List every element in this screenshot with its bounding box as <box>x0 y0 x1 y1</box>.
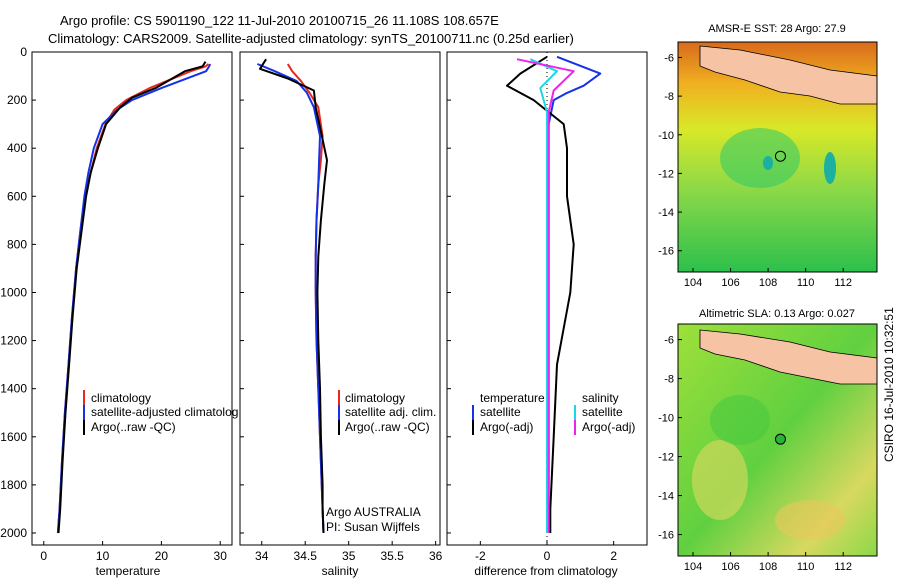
map-ytick-label: -12 <box>658 452 674 464</box>
xtick-label: 35.5 <box>380 549 404 563</box>
legend-label-argo: Argo(..raw -QC) <box>345 420 430 434</box>
sst-cool-spot <box>763 156 773 170</box>
map-ytick-label: -6 <box>664 335 674 347</box>
xtick-label: -2 <box>475 549 486 563</box>
legend-label-climatology: climatology <box>91 391 151 405</box>
sst-cool-patch <box>720 128 800 188</box>
argo-location-marker <box>774 433 786 445</box>
temperature-legend: climatology satellite-adjusted climatolo… <box>83 390 238 435</box>
map-xtick-label: 108 <box>759 277 777 289</box>
difference-xlabel: difference from climatology <box>474 564 617 578</box>
ytick-label: 1800 <box>0 478 27 492</box>
xtick-label: 20 <box>155 549 169 563</box>
legend-label-argo: Argo(..raw -QC) <box>91 420 176 434</box>
xtick-label: 34.5 <box>294 549 318 563</box>
ytick-label: 800 <box>7 237 27 251</box>
xtick-label: 0 <box>544 549 551 563</box>
legend-header-temperature: temperature <box>480 391 545 405</box>
map-xtick-label: 104 <box>684 277 702 289</box>
series-line-climatology <box>56 63 210 534</box>
legend-label-temp-satellite: satellite <box>480 405 521 419</box>
legend-label-temp-argo: Argo(-adj) <box>480 420 533 434</box>
legend-label-climatology: climatology <box>345 391 405 405</box>
map-ytick-label: -10 <box>658 130 674 142</box>
map-xtick-label: 112 <box>834 561 852 573</box>
sla-low-patch <box>710 395 770 445</box>
xtick-label: 30 <box>214 549 228 563</box>
argo-location-marker <box>774 150 786 162</box>
sst-map-frame <box>677 41 878 273</box>
ytick-label: 2000 <box>0 526 27 540</box>
sst-map-panel: AMSR-E SST: 28 Argo: 27.9 104 106 108 110 11… <box>658 23 878 289</box>
salinity-axes-frame <box>239 51 441 546</box>
map-xtick-label: 106 <box>721 277 739 289</box>
salinity-xlabel: salinity <box>322 564 359 578</box>
series-line-temperature-argo-adj- <box>506 55 575 533</box>
temperature-xlabel: temperature <box>96 564 161 578</box>
difference-legend: temperature satellite Argo(-adj) salinit… <box>472 391 635 435</box>
series-line-salinity-argo-adj- <box>516 58 575 533</box>
figure-title-line2: Climatology: CARS2009. Satellite-adjuste… <box>48 31 574 46</box>
xtick-label: 34 <box>255 549 269 563</box>
ytick-label: 1000 <box>0 285 27 299</box>
map-xtick-label: 110 <box>797 561 815 573</box>
sst-cool-spot <box>824 152 836 184</box>
map-ytick-label: -14 <box>658 207 674 219</box>
ytick-label: 1600 <box>0 430 27 444</box>
series-line-satellite-adj-clim- <box>257 63 325 534</box>
map-xtick-label: 110 <box>797 277 815 289</box>
ytick-label: 1400 <box>0 382 27 396</box>
map-xtick-label: 108 <box>759 561 777 573</box>
series-line-argo-raw-qc- <box>259 58 328 534</box>
xtick-label: 2 <box>610 549 617 563</box>
temperature-panel: 0 10 20 30 0 200 400 600 800 1000 1200 1400 1600 1800… <box>0 45 238 578</box>
xtick-label: 35 <box>342 549 356 563</box>
series-line-satellite-adjusted-climatolog <box>56 63 212 534</box>
difference-panel: -2 0 2 difference from climatology tempera… <box>446 51 648 578</box>
sla-high-patch <box>775 500 845 540</box>
legend-header-salinity: salinity <box>582 391 619 405</box>
sla-map-frame <box>677 323 878 557</box>
map-ytick-label: -10 <box>658 413 674 425</box>
annotation-argo-australia: Argo AUSTRALIA <box>326 505 421 519</box>
figure-title-line1: Argo profile: CS 5901190_122 11-Jul-2010… <box>60 13 499 28</box>
ytick-label: 600 <box>7 189 27 203</box>
salinity-legend: climatology satellite adj. clim. Argo(..… <box>338 390 436 435</box>
map-xtick-label: 112 <box>834 277 852 289</box>
map-ytick-label: -8 <box>664 91 674 103</box>
series-line-salinity-satellite <box>529 58 558 533</box>
land-java <box>699 329 878 385</box>
map-ytick-label: -6 <box>664 52 674 64</box>
legend-label-sal-satellite: satellite <box>582 405 623 419</box>
sst-map-title: AMSR-E SST: 28 Argo: 27.9 <box>708 23 846 35</box>
map-xtick-label: 106 <box>721 561 739 573</box>
land-java <box>699 45 878 105</box>
timestamp-stamp: CSIRO 16-Jul-2010 10:32:51 <box>882 307 896 462</box>
legend-label-satellite: satellite-adjusted climatolog <box>91 405 238 419</box>
xtick-label: 0 <box>40 549 47 563</box>
sla-high-patch <box>692 440 748 520</box>
series-line-temperature-satellite <box>547 55 602 533</box>
salinity-panel: 34 34.5 35 35.5 36 salinity climatology sate… <box>239 51 443 578</box>
ytick-label: 400 <box>7 141 27 155</box>
ytick-label: 0 <box>20 45 27 59</box>
map-ytick-label: -12 <box>658 168 674 180</box>
ytick-label: 200 <box>7 93 27 107</box>
sla-map-title: Altimetric SLA: 0.13 Argo: 0.027 <box>699 308 855 320</box>
sla-map-panel: Altimetric SLA: 0.13 Argo: 0.027 104 106 1… <box>658 308 878 573</box>
map-ytick-label: -14 <box>658 491 674 503</box>
ytick-label: 1200 <box>0 334 27 348</box>
map-ytick-label: -8 <box>664 374 674 386</box>
map-xtick-label: 104 <box>684 561 702 573</box>
legend-label-sal-argo: Argo(-adj) <box>582 420 635 434</box>
xtick-label: 36 <box>429 549 443 563</box>
series-line-argo-raw-qc- <box>57 61 207 534</box>
xtick-label: 10 <box>96 549 110 563</box>
legend-label-satellite: satellite adj. clim. <box>345 405 436 419</box>
map-ytick-label: -16 <box>658 246 674 258</box>
map-ytick-label: -16 <box>658 530 674 542</box>
annotation-pi: PI: Susan Wijffels <box>326 520 420 534</box>
temperature-axes-frame <box>31 51 233 546</box>
